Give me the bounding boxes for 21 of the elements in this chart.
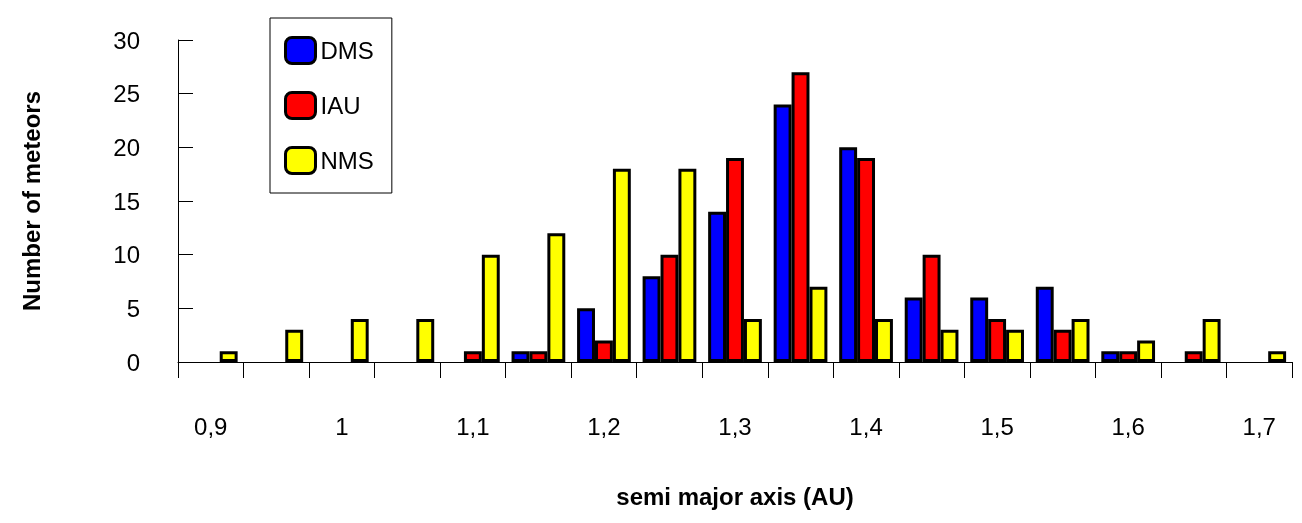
y-tick-label: 0 bbox=[126, 348, 140, 376]
y-tick-label: 20 bbox=[113, 133, 140, 161]
y-tick-label: 30 bbox=[113, 26, 140, 54]
legend-label: IAU bbox=[320, 92, 361, 119]
x-tick-label: 1,6 bbox=[1111, 412, 1145, 440]
y-tick-label: 15 bbox=[113, 187, 140, 215]
y-tick-label: 25 bbox=[113, 80, 140, 108]
x-tick-label: 1,2 bbox=[587, 412, 621, 440]
x-tick-label: 1 bbox=[335, 412, 349, 440]
x-tick-label: 1,3 bbox=[718, 412, 752, 440]
x-tick-label: 1,1 bbox=[456, 412, 490, 440]
y-axis-title: Number of meteors bbox=[17, 90, 45, 312]
x-tick-label: 1,4 bbox=[849, 412, 883, 440]
y-tick-label: 10 bbox=[113, 241, 140, 269]
legend-label: NMS bbox=[320, 147, 374, 174]
x-tick-label: 1,7 bbox=[1242, 412, 1276, 440]
y-tick-label: 5 bbox=[126, 294, 140, 322]
x-tick-label: 1,5 bbox=[980, 412, 1014, 440]
x-axis-title: semi major axis (AU) bbox=[616, 482, 854, 510]
x-tick-label: 0,9 bbox=[194, 412, 228, 440]
legend-label: DMS bbox=[320, 37, 374, 64]
